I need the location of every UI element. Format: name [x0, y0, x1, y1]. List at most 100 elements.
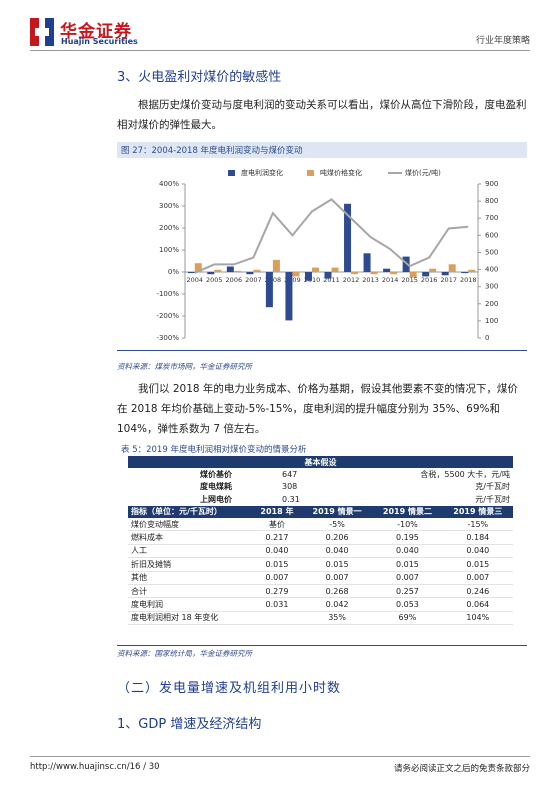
- bar: [226, 266, 234, 272]
- table-cell: 0.007: [325, 573, 349, 583]
- table-source: 资料来源：国家统计局，华金证券研究所: [117, 649, 252, 658]
- table-cell: 基价: [268, 519, 285, 529]
- chart: -300% -200% -100% 0% 100% 200% 300% 400% 0 100 200…: [156, 168, 498, 342]
- x-tick-label: 2005: [206, 276, 223, 284]
- table-cell: 0.184: [466, 533, 490, 543]
- legend-label: 煤价(元/吨): [405, 168, 441, 177]
- bar: [363, 253, 371, 272]
- bar: [324, 272, 332, 279]
- table-cell: 0.007: [466, 573, 490, 583]
- y-tick-label: -100%: [156, 290, 179, 298]
- table-row: 度电煤耗 308 克/千瓦时: [128, 481, 513, 493]
- table-cell: 克/千瓦时: [475, 482, 510, 492]
- table-cell: -10%: [397, 519, 418, 529]
- y2-tick-label: 400: [485, 266, 498, 274]
- bar: [383, 268, 391, 272]
- y2-tick-label: 300: [485, 283, 498, 291]
- table-rule: [117, 645, 527, 646]
- x-tick-label: 2010: [304, 276, 321, 284]
- bar: [246, 272, 254, 275]
- table-cell: 人工: [131, 546, 147, 556]
- bar: [304, 272, 312, 281]
- x-tick-label: 2012: [343, 276, 360, 284]
- figure-source: 资料来源：煤炭市场网，华金证券研究所: [117, 362, 252, 371]
- table-title: 基本假设: [304, 457, 337, 467]
- figure-caption: 图 27：2004-2018 年度电利润变动与煤价变动: [117, 142, 527, 158]
- y2-tick-label: 600: [485, 231, 498, 239]
- bar: [409, 272, 417, 278]
- table-row: 燃料成本 0.217 0.206 0.195 0.184: [128, 531, 513, 545]
- table-cell: -5%: [329, 519, 345, 529]
- y-tick-label: 300%: [159, 202, 179, 210]
- table-cell: 合计: [131, 586, 147, 596]
- x-tick-label: 2016: [421, 276, 438, 284]
- bar: [370, 272, 378, 275]
- y2-tick-label: 700: [485, 214, 498, 222]
- bar: [429, 268, 437, 272]
- table-cell: 度电利润: [131, 599, 163, 609]
- x-tick-label: 2011: [323, 276, 340, 284]
- y2-tick-label: 200: [485, 300, 498, 308]
- legend-label: 吨煤价格变化: [320, 168, 362, 177]
- bar: [207, 272, 215, 275]
- bar: [233, 270, 241, 272]
- bar: [344, 203, 352, 272]
- y-tick-label: 100%: [159, 246, 179, 254]
- table-cell: 0.040: [265, 546, 289, 556]
- table-cell: 含税，5500 大卡，元/吨: [420, 470, 510, 480]
- table-cell: 104%: [466, 613, 490, 623]
- bar: [265, 272, 273, 308]
- table-cell: 0.064: [466, 599, 490, 609]
- table-header: 2019 情景二: [382, 507, 432, 517]
- brand: 华金证券: [60, 22, 132, 42]
- table-row: 其他 0.007 0.007 0.007 0.007: [128, 571, 513, 585]
- section-heading: 3、火电盈利对煤价的敏感性: [117, 70, 282, 85]
- x-tick-label: 2014: [382, 276, 399, 284]
- bar: [422, 272, 430, 277]
- brand-en: Huajin Securities: [61, 37, 138, 46]
- table-cell: 0.015: [325, 559, 349, 569]
- x-tick-label: 2017: [440, 276, 457, 284]
- table-row: 基本假设: [128, 456, 513, 469]
- table-row: 煤价基价 647 含税，5500 大卡，元/吨: [128, 468, 513, 480]
- table-row: 度电利润相对 18 年变化 35% 69% 104%: [128, 611, 513, 625]
- table-cell: 0.217: [265, 533, 289, 543]
- table-cell: 69%: [398, 613, 417, 623]
- table-cell: 燃料成本: [131, 533, 163, 543]
- x-tick-label: 2013: [362, 276, 379, 284]
- bar: [285, 272, 293, 321]
- x-tick-label: 2004: [186, 276, 203, 284]
- y-tick-label: 200%: [159, 224, 179, 232]
- table-cell: 煤价变动幅度: [131, 519, 179, 529]
- x-tick-label: 2006: [226, 276, 243, 284]
- table-cell: 0.279: [265, 586, 289, 596]
- x-tick-label: 2015: [401, 276, 418, 284]
- table-row: 人工 0.040 0.040 0.040 0.040: [128, 544, 513, 558]
- subsection-heading: 1、GDP 增速及经济结构: [117, 717, 262, 732]
- table-row: 折旧及摊销 0.015 0.015 0.015 0.015: [128, 558, 513, 572]
- bar: [441, 272, 449, 276]
- subsection-heading: （二）发电量增速及机组利用小时数: [117, 681, 342, 696]
- table-cell: [252, 611, 302, 624]
- table-cell: 上网电价: [200, 494, 232, 504]
- table-cell: 308: [282, 482, 298, 492]
- header-section: 行业年度策略: [475, 36, 530, 46]
- table-cell: 度电利润相对 18 年变化: [131, 613, 219, 623]
- table-cell: 0.040: [395, 546, 419, 556]
- bar: [253, 269, 261, 272]
- y-tick-label: 0%: [168, 268, 179, 276]
- table-cell: 0.015: [466, 559, 490, 569]
- table-header: 2019 情景三: [453, 507, 503, 517]
- bar: [390, 272, 398, 275]
- bar: [194, 263, 202, 272]
- table-row: 煤价变动幅度 基价 -5% -10% -15%: [128, 518, 513, 531]
- y-tick-label: 400%: [159, 180, 179, 188]
- table-cell: 0.007: [265, 573, 289, 583]
- table-header: 指标（单位：元/千瓦时）: [131, 507, 222, 517]
- y2-tick-label: 800: [485, 197, 498, 205]
- footer-disclaimer: 请务必阅读正文之后的免责条款部分: [393, 764, 530, 774]
- table-header: 2018 年: [260, 507, 294, 517]
- table-cell: 35%: [328, 613, 346, 623]
- paragraph: 根据历史煤价变动与度电利润的变动关系可以看出，煤价从高位下滑阶段，度电盈利相对煤…: [117, 99, 527, 131]
- y-tick-label: -200%: [156, 312, 179, 320]
